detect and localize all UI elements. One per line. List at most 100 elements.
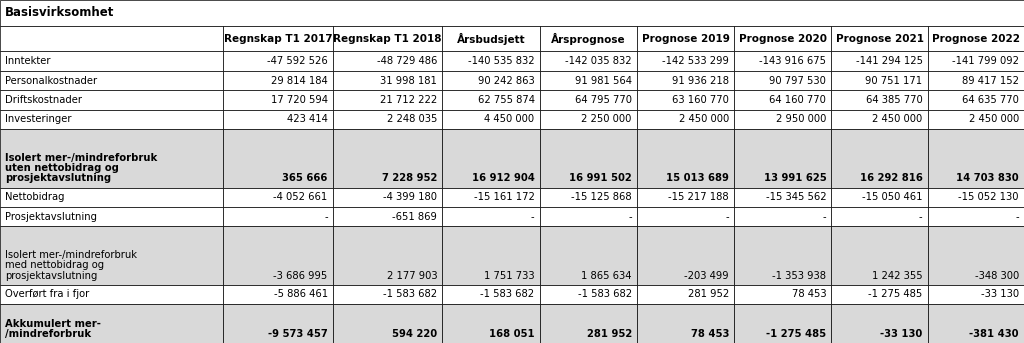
Bar [0, 129, 223, 188]
Bar [928, 304, 1024, 343]
Text: -141 294 125: -141 294 125 [856, 56, 923, 66]
Bar [734, 110, 831, 129]
Text: -1 583 682: -1 583 682 [383, 289, 437, 299]
Text: -9 573 457: -9 573 457 [268, 329, 328, 339]
Text: Prognose 2020: Prognose 2020 [739, 34, 826, 44]
Text: -4 399 180: -4 399 180 [383, 192, 437, 202]
Bar [333, 304, 442, 343]
Text: Prosjektavslutning: Prosjektavslutning [5, 212, 97, 222]
Text: Driftskostnader: Driftskostnader [5, 95, 82, 105]
Bar [637, 90, 734, 110]
Text: 15 013 689: 15 013 689 [667, 174, 729, 184]
Bar [442, 304, 540, 343]
Text: 2 950 000: 2 950 000 [776, 115, 826, 125]
Text: uten nettobidrag og: uten nettobidrag og [5, 163, 119, 173]
Text: -1 583 682: -1 583 682 [578, 289, 632, 299]
Text: Årsbudsjett: Årsbudsjett [457, 33, 525, 45]
Text: 16 991 502: 16 991 502 [569, 174, 632, 184]
Bar [0, 304, 223, 343]
Text: 2 450 000: 2 450 000 [679, 115, 729, 125]
Bar [540, 71, 637, 90]
Text: -33 130: -33 130 [881, 329, 923, 339]
Text: 90 242 863: 90 242 863 [478, 75, 535, 86]
Text: 64 635 770: 64 635 770 [962, 95, 1019, 105]
Text: Nettobidrag: Nettobidrag [5, 192, 65, 202]
Bar [637, 226, 734, 285]
Bar [540, 188, 637, 207]
Bar [928, 90, 1024, 110]
Text: Personalkostnader: Personalkostnader [5, 75, 97, 86]
Bar [831, 226, 928, 285]
Bar [540, 285, 637, 304]
Text: -142 035 832: -142 035 832 [565, 56, 632, 66]
Text: -203 499: -203 499 [684, 271, 729, 281]
Text: -47 592 526: -47 592 526 [267, 56, 328, 66]
Text: -5 886 461: -5 886 461 [273, 289, 328, 299]
Text: 16 292 816: 16 292 816 [860, 174, 923, 184]
Bar [928, 129, 1024, 188]
Bar [831, 207, 928, 226]
Text: -143 916 675: -143 916 675 [760, 56, 826, 66]
Text: Investeringer: Investeringer [5, 115, 72, 125]
Text: 14 703 830: 14 703 830 [956, 174, 1019, 184]
Bar [540, 129, 637, 188]
Bar [442, 71, 540, 90]
Bar [734, 207, 831, 226]
Bar [333, 51, 442, 71]
Text: 78 453: 78 453 [792, 289, 826, 299]
Text: 4 450 000: 4 450 000 [484, 115, 535, 125]
Bar [540, 304, 637, 343]
Text: 16 912 904: 16 912 904 [472, 174, 535, 184]
Bar [0, 26, 223, 51]
Text: 1 751 733: 1 751 733 [484, 271, 535, 281]
Text: 2 248 035: 2 248 035 [387, 115, 437, 125]
Bar [734, 90, 831, 110]
Bar [223, 90, 333, 110]
Text: 78 453: 78 453 [691, 329, 729, 339]
Text: -381 430: -381 430 [970, 329, 1019, 339]
Bar [223, 226, 333, 285]
Bar [734, 129, 831, 188]
Text: 594 220: 594 220 [392, 329, 437, 339]
Bar [0, 0, 1024, 26]
Bar [442, 285, 540, 304]
Text: -651 869: -651 869 [392, 212, 437, 222]
Bar [928, 207, 1024, 226]
Bar [637, 129, 734, 188]
Text: Regnskap T1 2018: Regnskap T1 2018 [334, 34, 441, 44]
Text: 90 797 530: 90 797 530 [769, 75, 826, 86]
Bar [0, 90, 223, 110]
Text: -: - [1015, 212, 1019, 222]
Bar [637, 207, 734, 226]
Text: -48 729 486: -48 729 486 [377, 56, 437, 66]
Bar [734, 51, 831, 71]
Text: -4 052 661: -4 052 661 [273, 192, 328, 202]
Text: -33 130: -33 130 [981, 289, 1019, 299]
Bar [442, 129, 540, 188]
Text: Inntekter: Inntekter [5, 56, 50, 66]
Text: -348 300: -348 300 [975, 271, 1019, 281]
Text: 90 751 171: 90 751 171 [865, 75, 923, 86]
Bar [540, 51, 637, 71]
Text: -142 533 299: -142 533 299 [663, 56, 729, 66]
Text: -: - [725, 212, 729, 222]
Bar [223, 26, 333, 51]
Bar [831, 129, 928, 188]
Bar [928, 26, 1024, 51]
Bar [540, 110, 637, 129]
Bar [637, 51, 734, 71]
Text: 2 450 000: 2 450 000 [872, 115, 923, 125]
Text: Isolert mer-/mindreforbruk: Isolert mer-/mindreforbruk [5, 153, 158, 163]
Text: 281 952: 281 952 [587, 329, 632, 339]
Bar [637, 110, 734, 129]
Text: -15 050 461: -15 050 461 [862, 192, 923, 202]
Text: 13 991 625: 13 991 625 [764, 174, 826, 184]
Bar [928, 110, 1024, 129]
Text: prosjektavslutning: prosjektavslutning [5, 271, 97, 281]
Text: 64 160 770: 64 160 770 [769, 95, 826, 105]
Bar [637, 26, 734, 51]
Bar [223, 207, 333, 226]
Bar [223, 129, 333, 188]
Text: -15 052 130: -15 052 130 [958, 192, 1019, 202]
Bar [734, 26, 831, 51]
